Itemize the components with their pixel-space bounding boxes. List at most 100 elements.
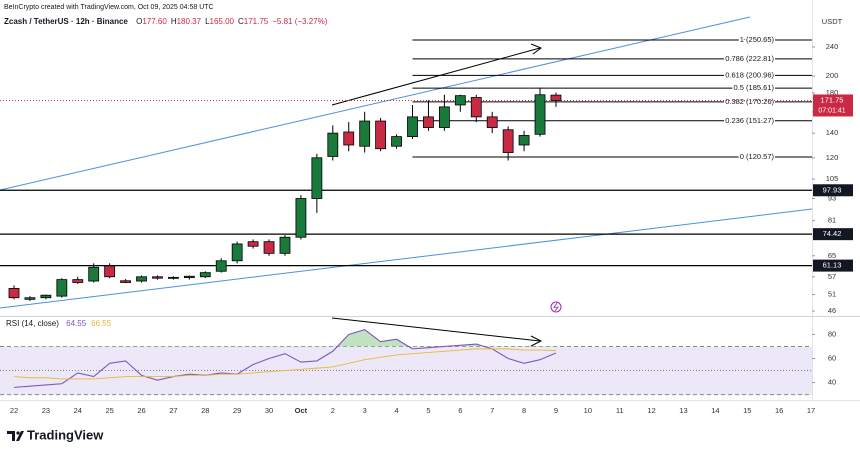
candle-body	[518, 135, 530, 146]
trend-line	[0, 208, 812, 309]
arrow	[331, 47, 541, 106]
candle-body	[8, 288, 20, 299]
ohlc-key: O	[136, 17, 142, 26]
candle-body	[534, 94, 546, 135]
candle-body	[343, 131, 355, 146]
x-tick-label: 27	[169, 406, 177, 415]
arrow-head	[530, 43, 543, 55]
y-tick-label: 93	[828, 194, 836, 203]
rsi-value: 66.55	[91, 319, 112, 328]
x-tick-label: 16	[775, 406, 783, 415]
candle-body	[375, 120, 387, 150]
fib-label: 0 (120.57)	[740, 152, 775, 161]
fib-label: 0.382 (170.26)	[725, 97, 774, 106]
candle-body	[40, 294, 52, 299]
y-tick-label: 57	[828, 272, 836, 281]
x-tick-label: 28	[201, 406, 209, 415]
credit: BeInCrypto created with TradingView.com,…	[4, 4, 214, 11]
event-icon	[553, 302, 559, 312]
x-tick-label: 11	[616, 406, 624, 415]
x-tick-label: 4	[394, 406, 398, 415]
price-badge	[813, 259, 853, 272]
rsi-value: 64.55	[66, 319, 87, 328]
candle-body	[120, 280, 131, 283]
candle-body	[438, 106, 450, 128]
fib-label: 0.236 (151.27)	[725, 116, 774, 125]
candle-body	[263, 241, 275, 254]
y-tick-label: 105	[826, 174, 839, 183]
x-tick-label: 15	[743, 406, 751, 415]
ohlc-value: 165.00	[210, 17, 235, 26]
candle-body	[247, 241, 259, 247]
candle-body	[295, 198, 307, 238]
candle-body	[391, 136, 402, 147]
y-tick-label: 51	[828, 290, 836, 299]
price-badge-label: 74.42	[823, 229, 842, 238]
y-tick-label: 81	[828, 216, 836, 225]
x-tick-label: 17	[807, 406, 815, 415]
rsi-line	[13, 329, 557, 388]
y-tick-label: 60	[828, 353, 836, 362]
y-tick-label: 46	[828, 306, 836, 315]
candle-body	[72, 279, 84, 283]
candle-body	[279, 236, 291, 254]
logo-icon	[7, 431, 24, 441]
fib-label: 0.618 (200.96)	[725, 70, 774, 79]
candle-body	[359, 120, 371, 147]
candle-body	[470, 97, 482, 118]
x-tick-label: 6	[458, 406, 462, 415]
x-tick-label: 10	[584, 406, 592, 415]
candle-body	[24, 297, 36, 300]
candle-body	[454, 95, 466, 106]
fib-label: 0.786 (222.81)	[725, 54, 774, 63]
candle-body	[199, 272, 211, 278]
y-tick-label: 140	[826, 128, 839, 137]
last-price-badge	[813, 94, 853, 117]
event-icon	[550, 301, 562, 313]
x-tick-label: 7	[490, 406, 494, 415]
symbol-header: Zcash / TetherUS · 12h · Binance O177.60…	[4, 17, 328, 26]
candle-body	[311, 157, 323, 199]
y-tick-label: 65	[828, 251, 836, 260]
x-tick-label: 5	[426, 406, 430, 415]
symbol: Zcash / TetherUS · 12h · Binance	[4, 17, 128, 26]
arrow-head	[530, 335, 543, 347]
rsi-title: RSI (14, close)	[6, 319, 59, 328]
arrow	[331, 317, 541, 342]
x-tick-label: 3	[363, 406, 367, 415]
candle-body	[136, 276, 147, 282]
price-badge-label: 61.13	[823, 261, 842, 270]
candle-body	[183, 275, 195, 279]
y-tick-label: 120	[826, 153, 839, 162]
candle-body	[152, 276, 163, 279]
x-tick-label: 14	[711, 406, 719, 415]
ohlc-key: L	[205, 17, 210, 26]
candle-body	[407, 116, 418, 138]
candle-body	[486, 116, 498, 128]
candle-body	[502, 129, 514, 153]
price-badge	[813, 228, 853, 241]
candle-body	[550, 94, 562, 101]
fib-label: 1 (250.65)	[740, 35, 775, 44]
annotations	[0, 16, 812, 313]
logo: TradingView	[7, 427, 104, 442]
candle-body	[423, 116, 434, 128]
ohlc-value: 171.75	[244, 17, 269, 26]
y-tick-label: 80	[828, 329, 836, 338]
candle-body	[88, 266, 100, 282]
rsi-header: RSI (14, close) 64.55 66.55	[6, 319, 112, 328]
candle-body	[56, 279, 68, 297]
candle-body	[231, 243, 243, 262]
countdown: 07:01:41	[818, 107, 845, 114]
candle-body	[104, 265, 116, 278]
ohlc-value: 180.37	[177, 17, 202, 26]
y-tick-label: 40	[828, 378, 836, 387]
candle-body	[215, 260, 227, 272]
x-tick-label: 12	[647, 406, 655, 415]
ohlc-value: 177.60	[142, 17, 167, 26]
x-tick-label: 25	[105, 406, 113, 415]
rsi-line	[13, 348, 556, 380]
price-badge	[813, 184, 853, 197]
x-tick-label: Oct	[295, 406, 308, 415]
x-tick-label: 26	[137, 406, 145, 415]
